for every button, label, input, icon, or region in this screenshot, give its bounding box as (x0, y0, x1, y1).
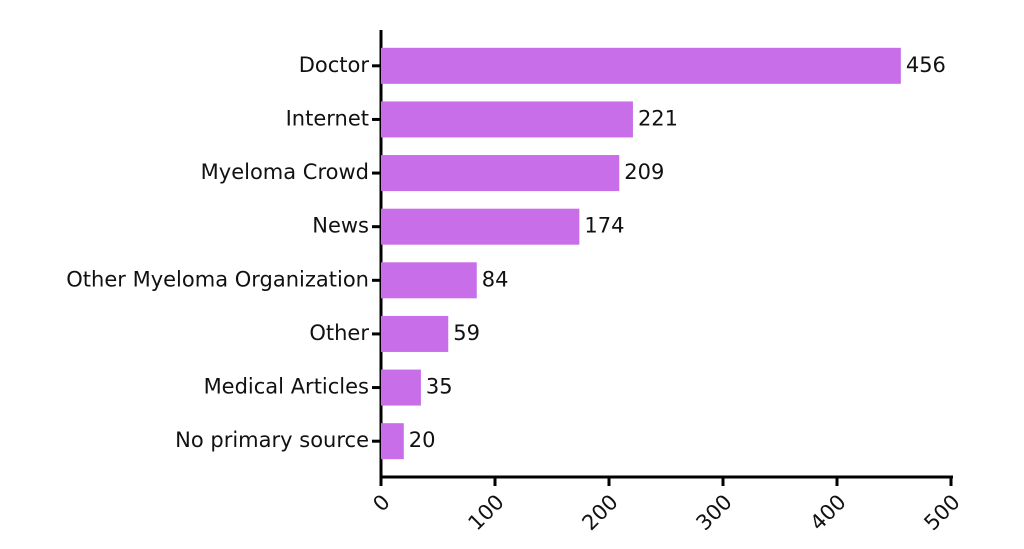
y-tick-label: Other (309, 321, 369, 345)
y-tick-label: Myeloma Crowd (201, 160, 369, 184)
data-label: 456 (906, 53, 946, 77)
y-tick-label: Internet (286, 106, 369, 130)
bar (381, 423, 404, 460)
bar (381, 101, 633, 138)
x-tick-label: 200 (577, 490, 622, 535)
bar (381, 262, 477, 299)
y-tick-label: Medical Articles (204, 375, 369, 399)
x-tick-label: 0 (368, 490, 394, 516)
y-tick-label: News (312, 214, 369, 238)
y-tick-label: Other Myeloma Organization (66, 267, 369, 291)
data-label: 221 (638, 106, 678, 130)
x-tick-label: 500 (919, 490, 964, 535)
data-label: 59 (453, 321, 480, 345)
data-label: 209 (624, 160, 664, 184)
x-tick-label: 400 (805, 490, 850, 535)
bar (381, 369, 421, 406)
data-label: 20 (409, 428, 436, 452)
data-label: 174 (584, 214, 624, 238)
x-tick-label: 100 (463, 490, 508, 535)
data-label: 84 (482, 267, 509, 291)
bar (381, 155, 620, 192)
data-label: 35 (426, 375, 453, 399)
bar (381, 208, 580, 245)
y-tick-label: Doctor (299, 53, 370, 77)
x-tick-label: 300 (691, 490, 736, 535)
bar (381, 47, 901, 84)
bar (381, 315, 449, 352)
y-tick-label: No primary source (175, 428, 369, 452)
